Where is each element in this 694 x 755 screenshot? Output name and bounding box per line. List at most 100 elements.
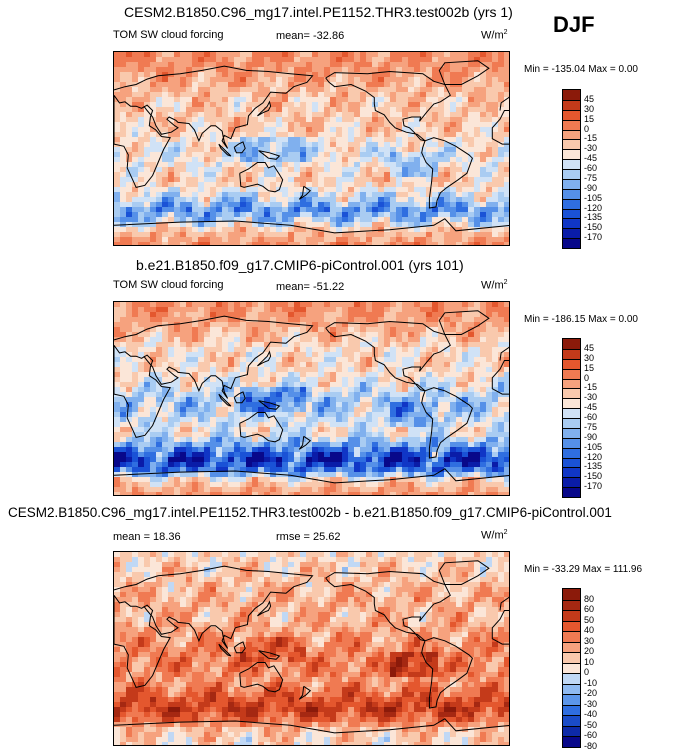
map-cell [258,422,265,428]
map-cell [174,372,181,378]
map-cell [240,212,247,218]
map-cell [294,337,301,343]
map-cell [198,452,205,458]
map-cell [306,467,313,473]
coastline [421,137,473,209]
map-cell [372,397,379,403]
map-cell [258,212,265,218]
map-cell [378,342,385,348]
map-cell [282,187,289,193]
map-cell [390,77,397,83]
map-cell [336,177,343,183]
map-cell [486,457,493,463]
map-cell [336,82,343,88]
map-cell [300,472,307,478]
map-cell [168,117,175,123]
map-cell [468,422,475,428]
map-cell [420,432,427,438]
map-cell [126,347,133,353]
map-cell [138,307,145,313]
map-cell [300,362,307,368]
map-cell [444,392,451,398]
map-cell [318,242,325,245]
map-cell [420,327,427,333]
map-cell [138,102,145,108]
map-cell [432,407,439,413]
map-cell [366,392,373,398]
map-cell [246,152,253,158]
map-cell [414,412,421,418]
map-cell [222,422,229,428]
map-cell [240,142,247,148]
map-cell [258,377,265,383]
map-cell [414,457,421,463]
map-cell [168,192,175,198]
map-cell [156,427,163,433]
map-cell [492,232,499,238]
map-cell [192,102,199,108]
map-cell [258,117,265,123]
map-cell [150,77,157,83]
map-cell [216,232,223,238]
map-cell [444,407,451,413]
map-cell [456,432,463,438]
map-cell [384,182,391,188]
map-cell [162,347,169,353]
map-cell [120,202,127,208]
map-cell [492,452,499,458]
map-cell [420,467,427,473]
map-cell [216,157,223,163]
map-cell [150,327,157,333]
map-cell [138,352,145,358]
map-cell [312,312,319,318]
map-cell [138,207,145,213]
map-cell [210,202,217,208]
map-cell [312,242,319,245]
map-cell [360,347,367,353]
map-cell [450,62,457,68]
map-cell [228,347,235,353]
map-cell [276,102,283,108]
map-cell [474,212,481,218]
map-cell [258,437,265,443]
map-cell [300,132,307,138]
map-cell [216,342,223,348]
map-cell [324,352,331,358]
map-cell [498,307,505,313]
map-cell [210,402,217,408]
map-cell [402,397,409,403]
map-cell [210,357,217,363]
map-cell [384,402,391,408]
map-cell [408,367,415,373]
map-cell [258,357,265,363]
map-cell [174,102,181,108]
map-cell [156,107,163,113]
map-cell [162,137,169,143]
map-cell [162,382,169,388]
map-cell [468,237,475,243]
map-cell [492,87,499,93]
map-cell [324,437,331,443]
map-cell [156,62,163,68]
map-cell [282,122,289,128]
map-cell [414,217,421,223]
map-cell [450,117,457,123]
map-cell [144,307,151,313]
map-cell [198,422,205,428]
map-cell [222,152,229,158]
map-cell [300,327,307,333]
map-cell [222,242,229,245]
map-cell [282,52,289,58]
map-cell [162,107,169,113]
map-cell [126,302,133,308]
map-cell [300,162,307,168]
map-cell [306,232,313,238]
map-cell [504,327,509,333]
map-cell [270,437,277,443]
map-cell [222,462,229,468]
map-cell [120,72,127,78]
map-cell [324,442,331,448]
map-cell [246,367,253,373]
map-cell [468,67,475,73]
map-cell [318,462,325,468]
